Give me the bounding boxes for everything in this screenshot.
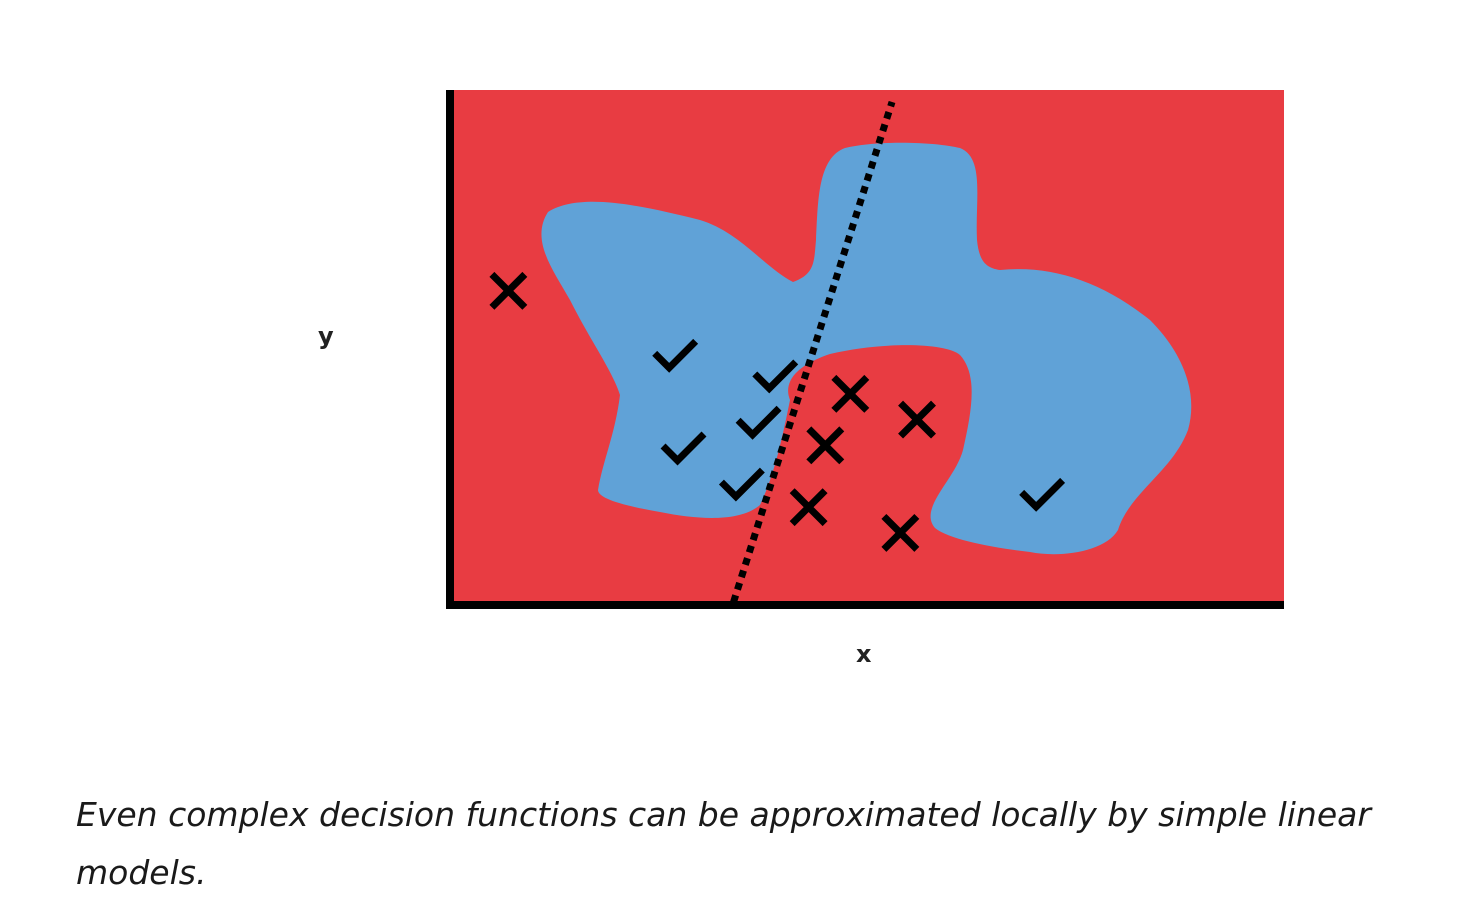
check-marker bbox=[718, 467, 765, 502]
check-marker bbox=[735, 405, 782, 440]
cross-marker bbox=[881, 513, 920, 552]
cross-marker bbox=[831, 374, 870, 413]
figure-caption: Even complex decision functions can be a… bbox=[76, 795, 1371, 892]
y-axis-label: y bbox=[318, 322, 334, 350]
check-marker bbox=[1019, 477, 1066, 512]
check-marker bbox=[752, 359, 799, 394]
positive-region bbox=[541, 142, 1192, 555]
x-axis-label: x bbox=[856, 640, 872, 668]
marker-layer bbox=[489, 271, 1066, 552]
cross-marker bbox=[789, 488, 828, 527]
cross-marker bbox=[806, 426, 845, 465]
check-marker bbox=[652, 338, 699, 373]
check-marker bbox=[660, 431, 707, 466]
cross-marker bbox=[898, 400, 936, 439]
decision-plot bbox=[446, 90, 1284, 609]
decision-function-figure: y x bbox=[318, 90, 1284, 668]
linear-boundary-line bbox=[730, 100, 896, 604]
cross-marker bbox=[489, 271, 528, 310]
